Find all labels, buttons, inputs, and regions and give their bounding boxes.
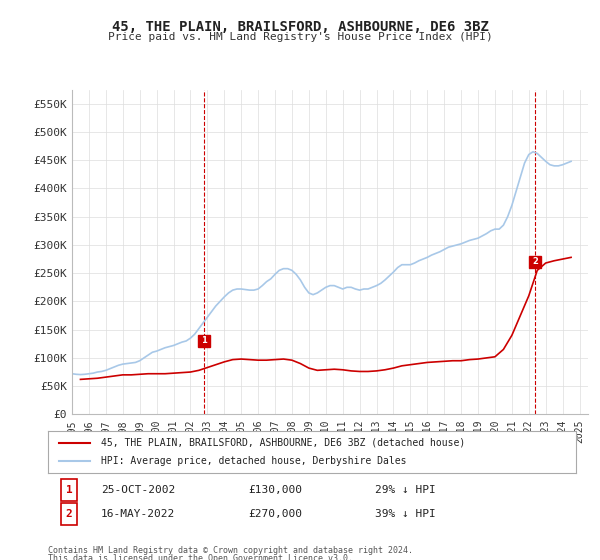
- Text: 2: 2: [532, 258, 538, 267]
- Text: 25-OCT-2002: 25-OCT-2002: [101, 485, 175, 495]
- Text: 16-MAY-2022: 16-MAY-2022: [101, 509, 175, 519]
- Text: 1: 1: [66, 485, 73, 495]
- FancyBboxPatch shape: [61, 503, 77, 525]
- Text: 2: 2: [66, 509, 73, 519]
- Text: £130,000: £130,000: [248, 485, 302, 495]
- Text: 45, THE PLAIN, BRAILSFORD, ASHBOURNE, DE6 3BZ: 45, THE PLAIN, BRAILSFORD, ASHBOURNE, DE…: [112, 20, 488, 34]
- Text: 45, THE PLAIN, BRAILSFORD, ASHBOURNE, DE6 3BZ (detached house): 45, THE PLAIN, BRAILSFORD, ASHBOURNE, DE…: [101, 438, 465, 448]
- Text: Contains HM Land Registry data © Crown copyright and database right 2024.: Contains HM Land Registry data © Crown c…: [48, 546, 413, 555]
- Text: Price paid vs. HM Land Registry's House Price Index (HPI): Price paid vs. HM Land Registry's House …: [107, 32, 493, 43]
- Text: 39% ↓ HPI: 39% ↓ HPI: [376, 509, 436, 519]
- Text: £270,000: £270,000: [248, 509, 302, 519]
- Text: 1: 1: [202, 337, 207, 346]
- Text: HPI: Average price, detached house, Derbyshire Dales: HPI: Average price, detached house, Derb…: [101, 456, 406, 466]
- Text: This data is licensed under the Open Government Licence v3.0.: This data is licensed under the Open Gov…: [48, 554, 353, 560]
- FancyBboxPatch shape: [61, 479, 77, 501]
- Text: 29% ↓ HPI: 29% ↓ HPI: [376, 485, 436, 495]
